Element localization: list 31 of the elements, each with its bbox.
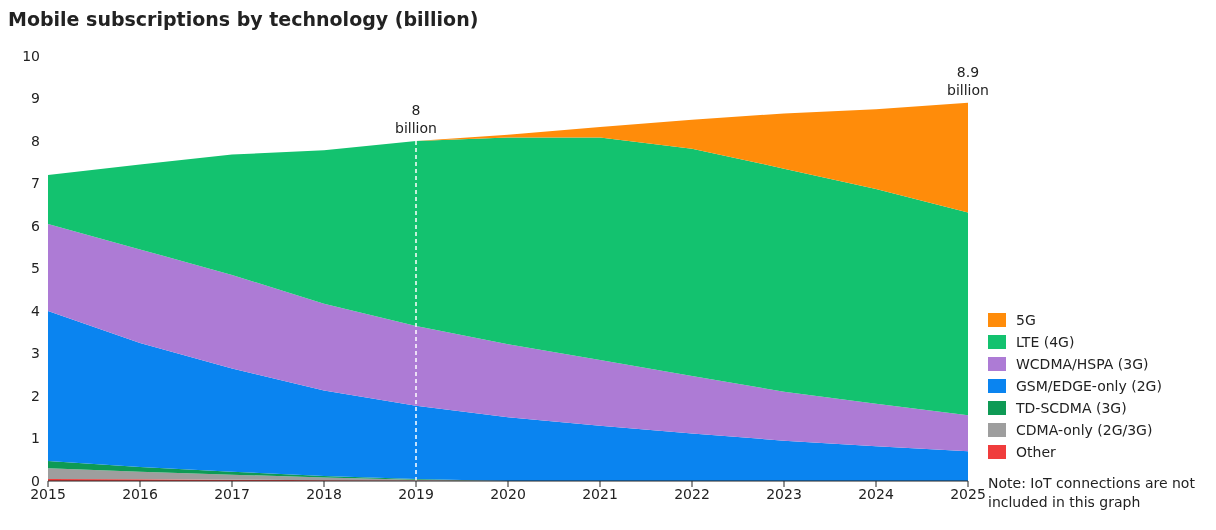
x-tick-label: 2024	[858, 485, 894, 502]
legend-label: TD-SCDMA (3G)	[1016, 400, 1127, 416]
x-tick-label: 2016	[122, 485, 158, 502]
legend-label: CDMA-only (2G/3G)	[1016, 422, 1153, 438]
y-tick-label: 2	[31, 387, 40, 404]
legend-label: LTE (4G)	[1016, 334, 1075, 350]
text: Note: IoT connections are not included in this graph	[988, 474, 1196, 512]
x-tick-label: 2021	[582, 485, 618, 502]
x-tick-label: 2023	[766, 485, 802, 502]
legend-label: WCDMA/HSPA (3G)	[1016, 356, 1149, 372]
chart-title: Mobile subscriptions by technology (billion)	[8, 8, 480, 30]
legend-label: GSM/EDGE-only (2G)	[1016, 378, 1162, 394]
x-tick-label: 2020	[490, 485, 526, 502]
y-tick-label: 8	[31, 132, 40, 149]
x-tick-label: 2017	[214, 485, 250, 502]
y-tick-label: 4	[31, 302, 41, 319]
y-tick-label: 7	[31, 175, 40, 192]
y-tick-label: 9	[31, 90, 40, 107]
x-tick-label: 2025	[950, 485, 986, 502]
annotation: 8 billion	[395, 102, 437, 136]
y-tick-label: 5	[31, 260, 40, 277]
y-tick-label: 10	[22, 47, 40, 64]
annotation: 8.9 billion	[947, 63, 989, 98]
x-tick-label: 2022	[674, 485, 710, 502]
legend-label: 5G	[1016, 312, 1036, 328]
y-tick-label: 6	[31, 217, 41, 234]
y-tick-label: 3	[31, 345, 40, 362]
y-tick-label: 1	[31, 430, 40, 447]
x-tick-label: 2019	[398, 485, 434, 502]
legend-label: Other	[1016, 444, 1056, 460]
x-tick-label: 2018	[306, 485, 342, 502]
